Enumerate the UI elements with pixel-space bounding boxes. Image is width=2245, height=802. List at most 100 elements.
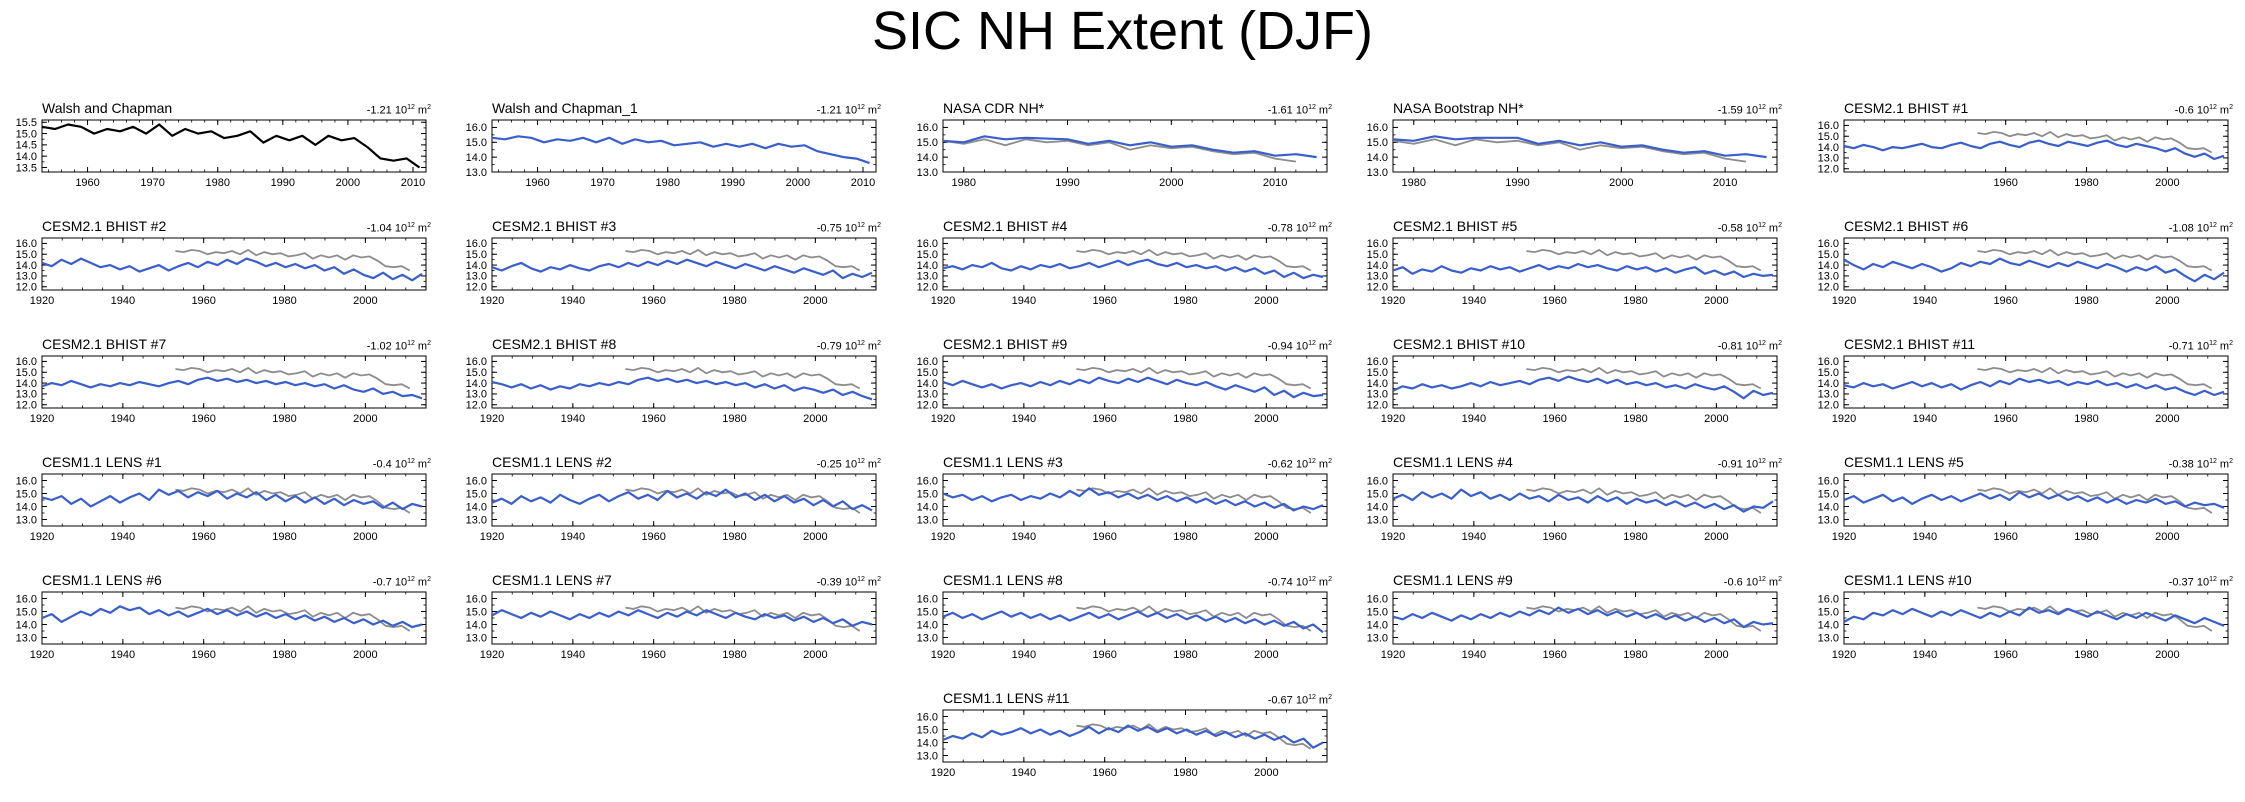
x-tick-label: 1920 bbox=[1381, 413, 1405, 425]
trend-value: -1.02 bbox=[366, 340, 392, 353]
chart-svg: 1920 1940 1960 1980 2000 16.015.014.013.0 bbox=[16, 473, 427, 543]
x-tick-label: 1960 bbox=[191, 413, 215, 425]
x-tick-label: 1980 bbox=[272, 413, 296, 425]
trend-value: -0.25 bbox=[816, 458, 842, 471]
x-tick-label: 1980 bbox=[1402, 177, 1426, 189]
x-tick-label: 2000 bbox=[803, 649, 827, 661]
x-tick-label: 1920 bbox=[1832, 295, 1856, 307]
reference-series-line bbox=[625, 366, 861, 390]
panel-title: NASA Bootstrap NH* bbox=[1393, 100, 1524, 116]
chart-svg: 1960 1980 2000 16.015.014.013.012.0 bbox=[1818, 119, 2229, 189]
plot-frame bbox=[942, 709, 1328, 763]
trend-value: -0.4 bbox=[372, 458, 392, 471]
trend-label: -0.67 1012 m2 bbox=[1267, 694, 1332, 707]
y-tick-label: 16.0 bbox=[1367, 122, 1388, 134]
panel-title: CESM1.1 LENS #10 bbox=[1844, 572, 1972, 588]
panel-title: CESM2.1 BHIST #10 bbox=[1393, 336, 1526, 352]
y-tick-label: 15.0 bbox=[1367, 488, 1388, 500]
x-tick-label: 2000 bbox=[803, 413, 827, 425]
x-tick-label: 1940 bbox=[1462, 649, 1486, 661]
series-line bbox=[1393, 262, 1774, 279]
page-title: SIC NH Extent (DJF) bbox=[871, 1, 1374, 61]
series-line bbox=[1844, 257, 2225, 283]
trend-value: -0.79 bbox=[816, 340, 842, 353]
chart-svg: 1920 1940 1960 1980 2000 16.015.014.013.012.0 bbox=[917, 355, 1328, 425]
x-tick-label: 1920 bbox=[1832, 531, 1856, 543]
chart-panel-cesm2-1-bhist-4: CESM2.1 BHIST #4 -0.78 1012 m2 1920 1940 196… bbox=[901, 218, 1341, 330]
panel-title: CESM2.1 BHIST #9 bbox=[943, 336, 1068, 352]
reference-series-line bbox=[1526, 605, 1762, 632]
x-tick-label: 1920 bbox=[931, 295, 955, 307]
y-tick-label: 14.0 bbox=[16, 151, 37, 163]
y-tick-label: 15.0 bbox=[917, 606, 938, 618]
reference-series-line bbox=[1977, 130, 2213, 154]
x-tick-label: 2000 bbox=[786, 177, 810, 189]
plot-frame bbox=[41, 591, 427, 645]
x-tick-label: 1980 bbox=[722, 649, 746, 661]
series-line bbox=[42, 257, 423, 282]
x-tick-label: 1990 bbox=[721, 177, 745, 189]
y-tick-label: 14.0 bbox=[1818, 619, 1839, 631]
x-tick-label: 1980 bbox=[2074, 413, 2098, 425]
y-tick-label: 13.0 bbox=[1367, 389, 1388, 401]
x-tick-label: 1980 bbox=[952, 177, 976, 189]
series-line bbox=[42, 488, 423, 511]
y-tick-label: 16.0 bbox=[466, 238, 487, 250]
y-tick-label: 14.0 bbox=[917, 378, 938, 390]
trend-value: -0.81 bbox=[1717, 340, 1743, 353]
x-tick-label: 1980 bbox=[272, 295, 296, 307]
y-tick-label: 14.0 bbox=[917, 619, 938, 631]
trend-value: -0.94 bbox=[1267, 340, 1293, 353]
x-tick-label: 2000 bbox=[1609, 177, 1633, 189]
y-tick-label: 16.0 bbox=[1367, 238, 1388, 250]
x-tick-label: 1960 bbox=[1092, 649, 1116, 661]
x-tick-label: 1940 bbox=[1462, 295, 1486, 307]
y-tick-label: 13.0 bbox=[1818, 514, 1839, 526]
x-tick-label: 1920 bbox=[1381, 295, 1405, 307]
x-tick-label: 1940 bbox=[1913, 531, 1937, 543]
y-tick-label: 15.0 bbox=[917, 724, 938, 736]
y-tick-label: 15.0 bbox=[16, 249, 37, 261]
trend-value: -1.21 bbox=[366, 104, 392, 117]
y-tick-label: 16.0 bbox=[1367, 593, 1388, 605]
chart-svg: 1960 1970 1980 1990 2000 2010 15.515.014.514.0… bbox=[16, 117, 427, 189]
y-tick-label: 15.0 bbox=[917, 367, 938, 379]
x-tick-label: 1920 bbox=[480, 531, 504, 543]
trend-value: -1.04 bbox=[366, 222, 392, 235]
series-line bbox=[943, 610, 1324, 634]
y-tick-label: 16.0 bbox=[16, 475, 37, 487]
panel-title: CESM1.1 LENS #1 bbox=[42, 454, 162, 470]
y-tick-label: 13.0 bbox=[917, 389, 938, 401]
chart-svg: 1960 1970 1980 1990 2000 2010 16.0 15.0 14.0 13.0 bbox=[466, 119, 877, 189]
x-tick-label: 1940 bbox=[111, 649, 135, 661]
chart-panel-cesm2-1-bhist-10: CESM2.1 BHIST #10 -0.81 1012 m2 1920 1940 19… bbox=[1351, 336, 1791, 448]
x-tick-label: 1960 bbox=[641, 531, 665, 543]
x-tick-label: 1980 bbox=[1173, 649, 1197, 661]
reference-series-line bbox=[1977, 605, 2213, 632]
plot-frame bbox=[942, 591, 1328, 645]
x-tick-label: 2010 bbox=[401, 177, 425, 189]
y-tick-label: 14.0 bbox=[16, 378, 37, 390]
trend-label: -0.62 1012 m2 bbox=[1267, 458, 1332, 471]
x-tick-label: 1960 bbox=[1993, 177, 2017, 189]
reference-series-line bbox=[1393, 138, 1747, 163]
chart-panel-walsh-and-chapman: Walsh and Chapman -1.21 1012 m2 1960 1970 19… bbox=[0, 100, 440, 212]
series-line bbox=[492, 135, 870, 165]
x-tick-label: 2000 bbox=[1704, 531, 1728, 543]
x-tick-label: 1960 bbox=[641, 295, 665, 307]
y-tick-label: 13.0 bbox=[1818, 153, 1839, 165]
series-line bbox=[943, 258, 1324, 280]
chart-svg: 1920 1940 1960 1980 2000 16.015.014.013.0 bbox=[16, 591, 427, 661]
y-tick-label: 14.0 bbox=[1367, 152, 1388, 164]
y-tick-label: 15.0 bbox=[917, 488, 938, 500]
y-tick-label: 16.0 bbox=[1818, 475, 1839, 487]
x-tick-label: 1920 bbox=[30, 413, 54, 425]
y-tick-label: 15.0 bbox=[917, 137, 938, 149]
y-tick-label: 13.0 bbox=[1818, 271, 1839, 283]
x-tick-label: 2000 bbox=[803, 295, 827, 307]
trend-label: -0.7 1012 m2 bbox=[372, 576, 431, 589]
trend-value: -0.38 bbox=[2168, 458, 2194, 471]
x-tick-label: 1940 bbox=[1012, 767, 1036, 779]
trend-label: -0.39 1012 m2 bbox=[816, 576, 881, 589]
reference-series-line bbox=[1526, 248, 1762, 272]
